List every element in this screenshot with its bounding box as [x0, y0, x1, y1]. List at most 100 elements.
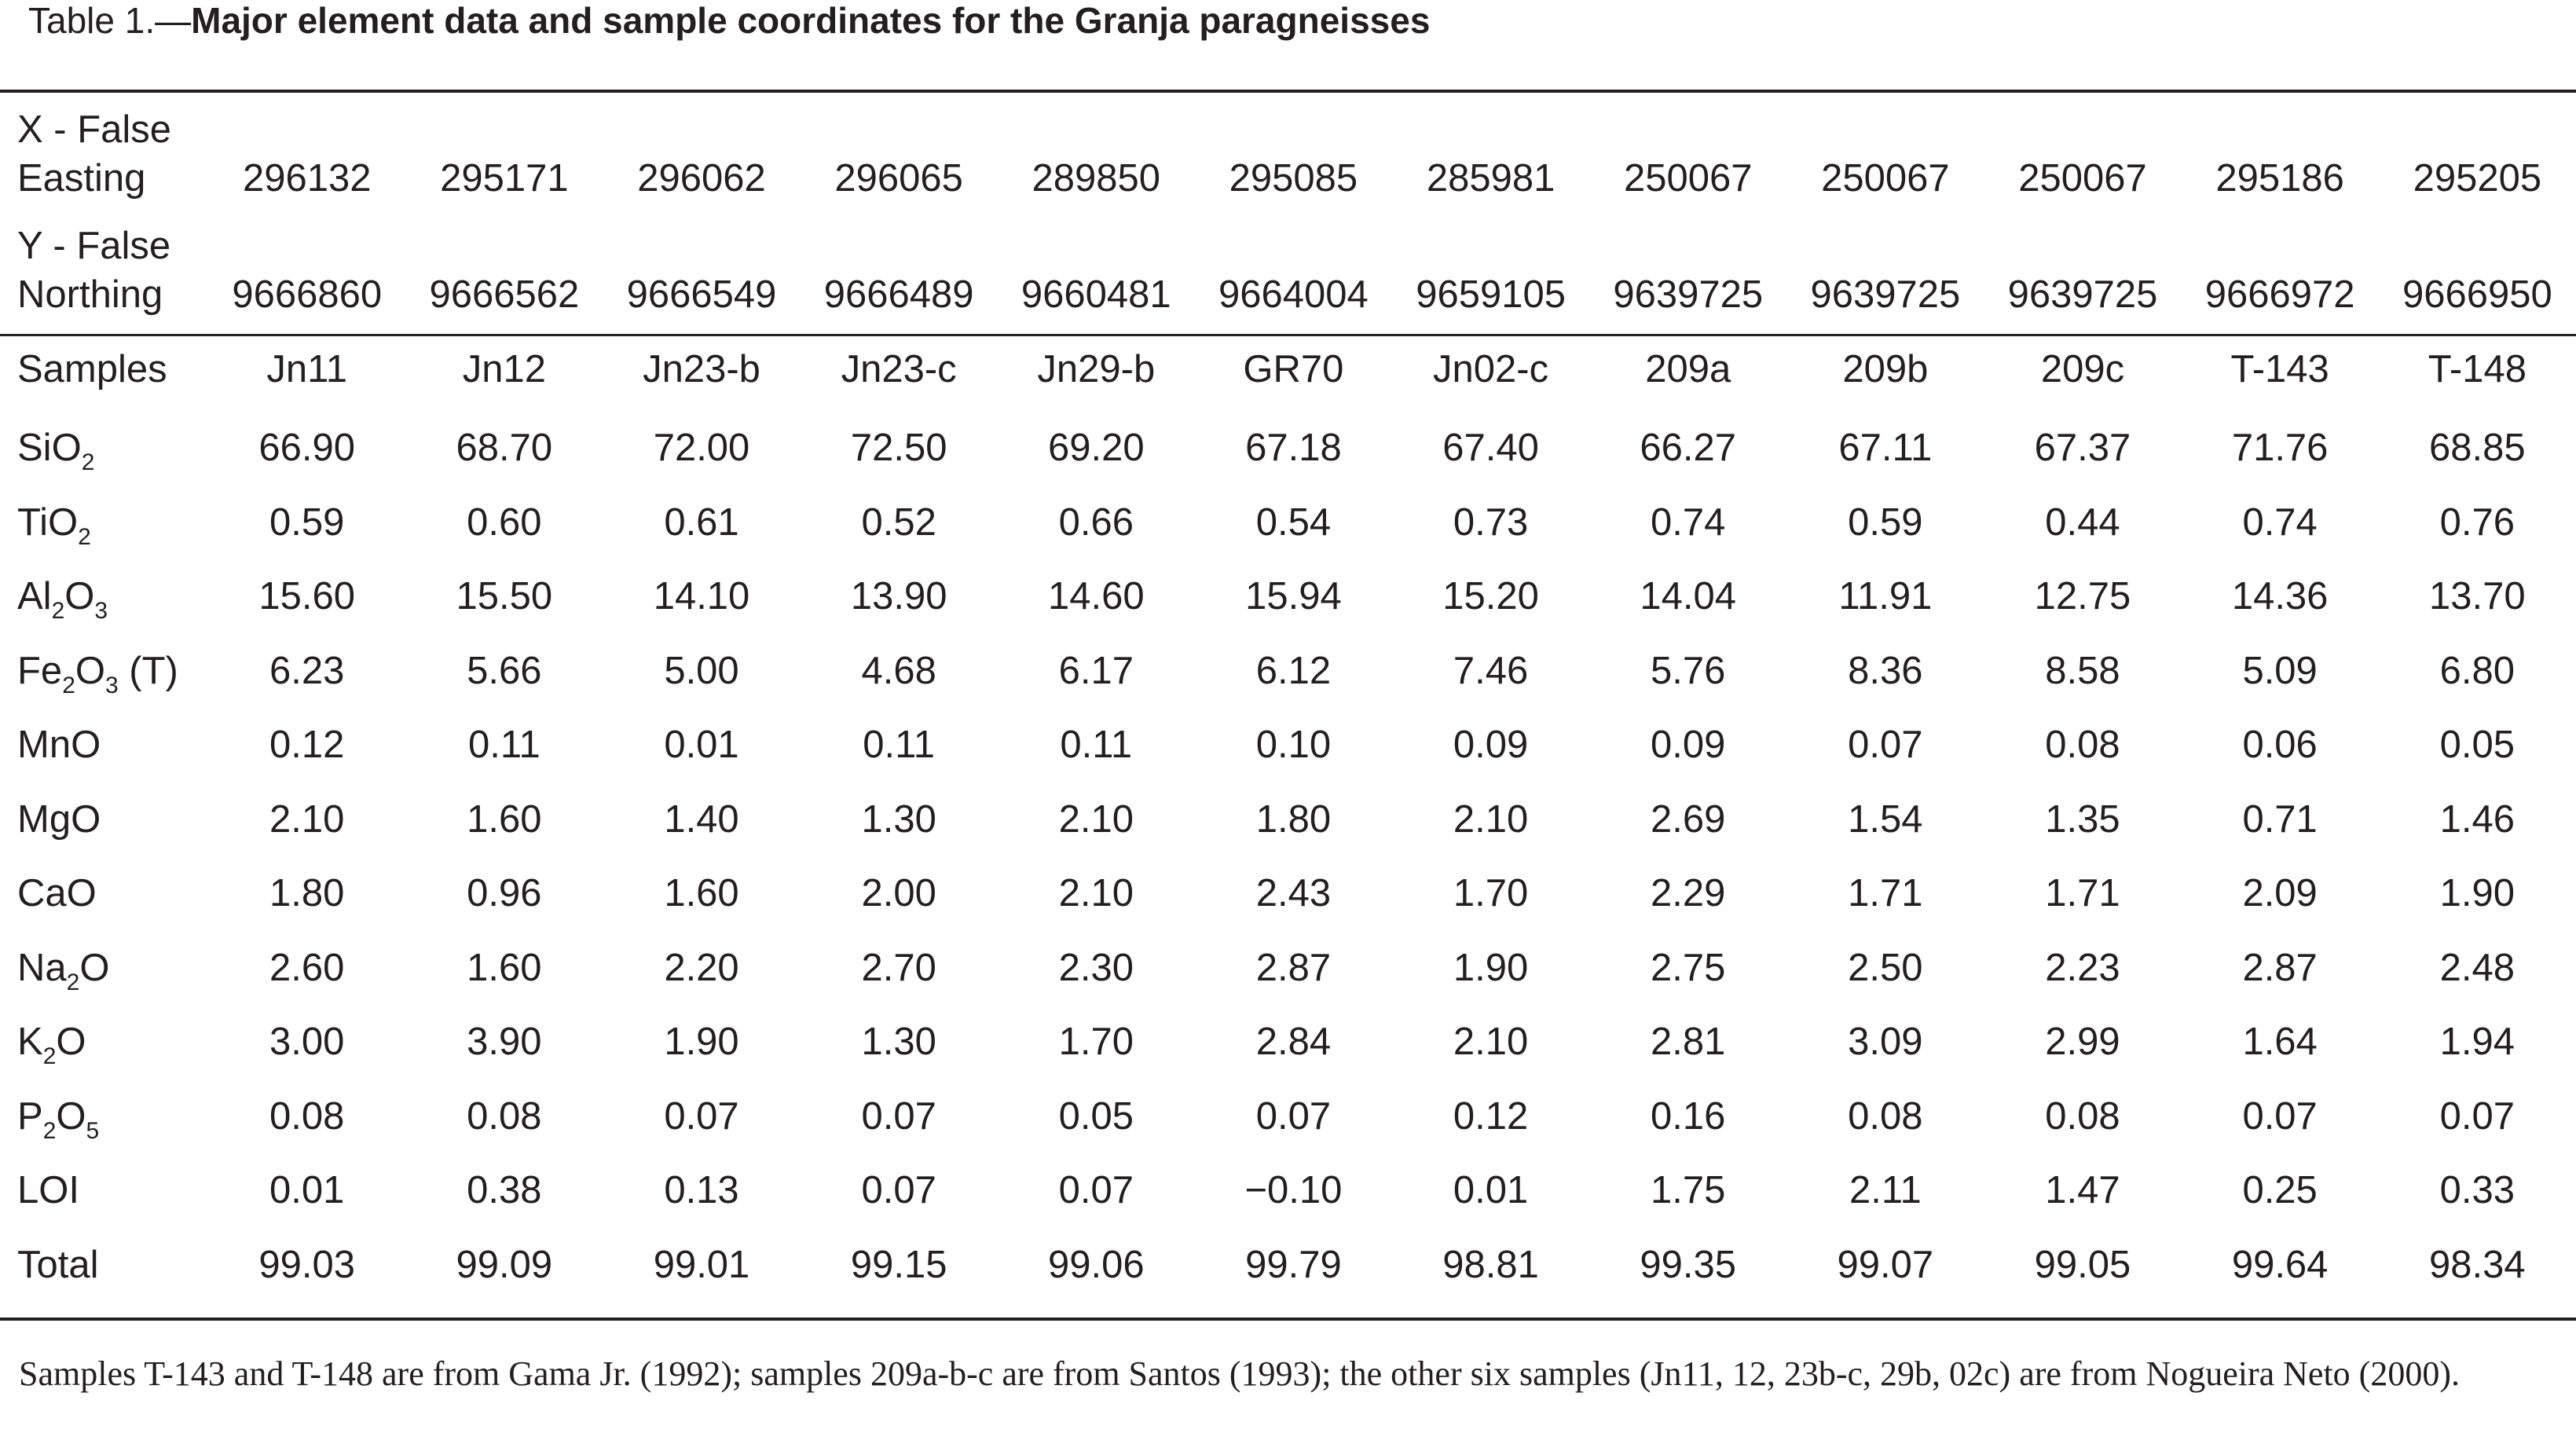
element-value: 0.11	[1060, 724, 1133, 767]
northing-value: 9666549	[626, 273, 777, 316]
element-label: P2O5	[0, 1079, 208, 1154]
element-value: 0.01	[269, 1169, 345, 1212]
caption-title: Major element data and sample coordinate…	[191, 0, 1431, 41]
northing-value: 9666860	[232, 273, 383, 316]
element-value: 0.61	[664, 500, 739, 544]
element-value: 14.10	[653, 575, 750, 618]
element-label-text: Na	[17, 946, 67, 989]
element-value: 0.71	[2242, 797, 2318, 841]
element-value: 2.48	[2439, 946, 2516, 989]
element-value: 0.07	[861, 1169, 936, 1212]
element-value: 1.90	[1453, 946, 1529, 989]
sample-name: Jn23-c	[841, 347, 957, 390]
element-value: 0.06	[2242, 724, 2318, 767]
element-label: MgO	[0, 782, 208, 857]
element-row: LOI 0.01 0.38 0.13 0.07 0.07 −0.10 0.01 1.75 2.11…	[0, 1153, 2576, 1228]
element-value: 2.84	[1255, 1021, 1332, 1064]
element-label-text: CaO	[17, 872, 97, 915]
element-value: 15.94	[1245, 575, 1342, 618]
sample-name: Jn12	[462, 347, 546, 390]
element-label-text: O	[64, 575, 95, 618]
element-value: 1.90	[664, 1021, 739, 1064]
element-value: 1.54	[1848, 797, 1923, 841]
table-footnote: Samples T-143 and T-148 are from Gama Jr…	[19, 1354, 2460, 1393]
northing-value: 9666489	[823, 273, 974, 316]
element-label-text: P	[17, 1094, 43, 1138]
easting-label: X - False Easting	[0, 93, 208, 209]
element-row: Na2O 2.60 1.60 2.20 2.70 2.30 2.87 1.90 2.75 2.50…	[0, 931, 2576, 1006]
element-value: 2.75	[1651, 946, 1726, 989]
sample-name: Jn29-b	[1037, 347, 1156, 390]
element-value: 0.74	[2242, 500, 2318, 544]
element-value: 0.59	[269, 500, 345, 544]
element-label-text: K	[17, 1021, 43, 1064]
element-label: SiO2	[0, 406, 208, 486]
element-value: 2.70	[861, 946, 936, 989]
element-value: 99.09	[456, 1243, 553, 1286]
element-value: 3.90	[467, 1021, 542, 1064]
northing-value: 9666562	[429, 273, 580, 316]
element-value: 99.79	[1245, 1243, 1342, 1286]
element-value: 0.76	[2439, 500, 2516, 544]
element-value: 67.18	[1245, 427, 1342, 470]
element-label-subscript: 2	[81, 449, 95, 476]
element-value: 0.07	[2242, 1094, 2318, 1138]
northing-row: Y - False Northing 9666860 9666562 966654…	[0, 209, 2576, 328]
top-rule	[0, 90, 2576, 93]
element-value: 71.76	[2231, 427, 2329, 470]
element-label-text: SiO	[17, 427, 82, 470]
element-value: 8.58	[2045, 649, 2120, 692]
element-row: K2O 3.00 3.90 1.90 1.30 1.70 2.84 2.10 2.81 3.09 2…	[0, 1005, 2576, 1079]
northing-label-line2: Northing	[17, 273, 163, 316]
element-value: 0.05	[1058, 1094, 1134, 1138]
element-value: 66.27	[1640, 427, 1737, 470]
element-value: 1.46	[2439, 797, 2516, 841]
northing-value: 9659105	[1416, 273, 1566, 316]
sample-name: T-143	[2230, 347, 2329, 390]
element-label-subscript: 3	[105, 672, 119, 698]
element-value: 15.50	[456, 575, 553, 618]
element-value: 5.00	[664, 649, 739, 692]
element-value: 2.23	[2045, 946, 2120, 989]
element-value: 2.20	[664, 946, 739, 989]
element-value: 1.64	[2242, 1021, 2318, 1064]
element-value: 99.05	[2034, 1243, 2131, 1286]
element-label-text: (T)	[118, 649, 178, 692]
element-label-subscript: 2	[42, 1117, 57, 1144]
element-value: 0.07	[1848, 724, 1923, 767]
element-value: 99.01	[653, 1243, 750, 1286]
element-value: 0.11	[468, 724, 540, 767]
element-value: 5.76	[1651, 649, 1726, 692]
element-value: 72.00	[653, 427, 750, 470]
element-value: 1.30	[861, 1021, 936, 1064]
element-value: 2.50	[1848, 946, 1923, 989]
element-row: SiO2 66.90 68.70 72.00 72.50 69.20 67.18 67.40 6…	[0, 406, 2576, 486]
element-value: 0.60	[467, 500, 542, 544]
easting-value: 296132	[242, 157, 372, 200]
easting-row: X - False Easting 296132 295171 296062 29…	[0, 93, 2576, 209]
sample-name: 209b	[1842, 347, 1929, 390]
sample-name: 209c	[2040, 347, 2125, 390]
element-value: 99.35	[1640, 1243, 1737, 1286]
element-label-text: O	[79, 946, 110, 989]
element-label-text: O	[56, 1094, 86, 1138]
northing-label-line1: Y - False	[17, 225, 171, 267]
element-value: 4.68	[861, 649, 936, 692]
element-value: 1.71	[1848, 872, 1923, 915]
bottom-rule	[0, 1318, 2576, 1321]
element-value: 1.80	[1255, 797, 1332, 841]
element-label-text: Total	[17, 1243, 99, 1286]
element-value: 0.08	[2045, 1094, 2120, 1138]
element-value: 0.07	[664, 1094, 739, 1138]
element-value: 2.81	[1651, 1021, 1726, 1064]
element-value: 7.46	[1453, 649, 1529, 692]
element-value: 99.03	[258, 1243, 356, 1286]
northing-value: 9639725	[1810, 273, 1961, 316]
element-value: 0.66	[1058, 500, 1134, 544]
element-label: K2O	[0, 1005, 208, 1079]
element-value: 1.90	[2439, 872, 2516, 915]
element-row: Al2O3 15.60 15.50 14.10 13.90 14.60 15.94 15.20…	[0, 559, 2576, 634]
element-label: Fe2O3 (T)	[0, 634, 208, 709]
header-rule	[0, 334, 2576, 336]
table-body: X - False Easting 296132 295171 296062 29…	[0, 93, 2576, 1302]
